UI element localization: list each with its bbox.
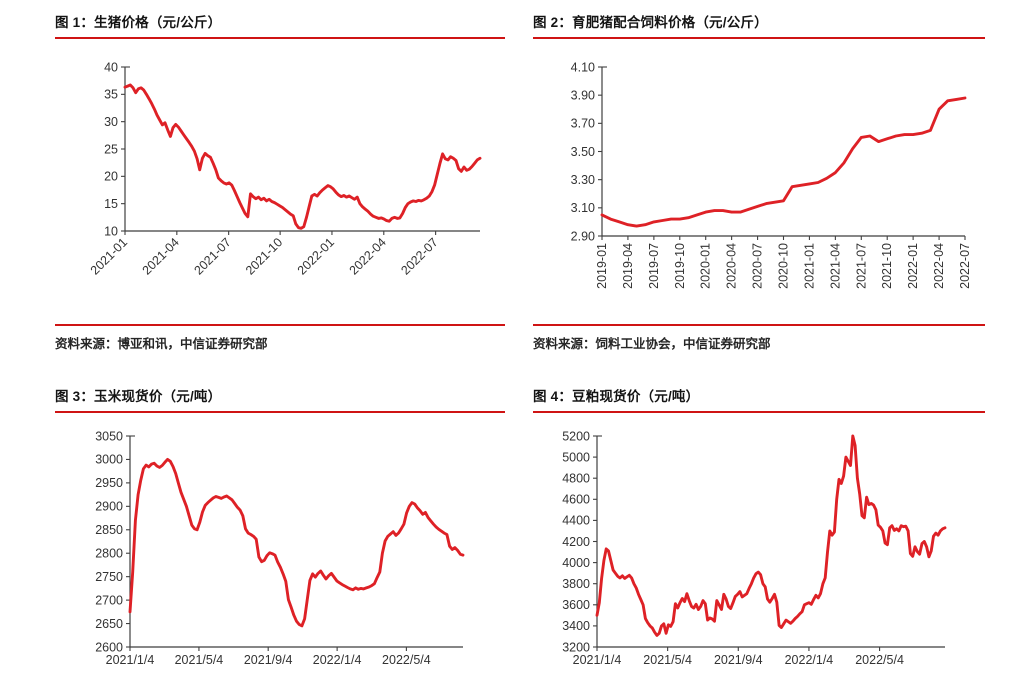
- y-tick-label: 3.90: [571, 88, 595, 102]
- x-tick-label: 2021/9/4: [714, 653, 763, 667]
- y-tick-label: 35: [104, 88, 118, 102]
- y-tick-label: 10: [104, 224, 118, 238]
- x-tick-label: 2020-04: [725, 243, 739, 289]
- x-tick-label: 2022/1/4: [785, 653, 834, 667]
- y-tick-label: 2900: [95, 500, 123, 514]
- y-tick-label: 3400: [562, 619, 590, 633]
- price-line: [128, 457, 465, 628]
- feed-price-chart: 2.90 3.10 3.30 3.50 3.70 3.90 4.10 2019-01 2019-…: [571, 60, 972, 289]
- y-tick-label: 3000: [95, 453, 123, 467]
- x-tick-label: 2020-10: [777, 243, 791, 289]
- x-tick-label: 2019-07: [647, 243, 661, 289]
- x-tick-label: 2019-04: [621, 243, 635, 289]
- x-tick-label: 2021-01: [802, 243, 816, 289]
- y-tick-label: 2750: [95, 570, 123, 584]
- x-tick-label: 2021-10: [880, 243, 894, 289]
- x-tick-label: 2021-07: [191, 235, 233, 277]
- figure-2-source: 资料来源：饲料工业协会，中信证券研究部: [533, 324, 985, 352]
- x-tick-label: 2022-07: [398, 235, 440, 277]
- y-tick-label: 3.50: [571, 145, 595, 159]
- figure-1-source: 资料来源：博亚和讯，中信证券研究部: [55, 324, 505, 352]
- figure-1-title: 图 1：生猪价格（元/公斤）: [55, 14, 505, 39]
- x-tick-label: 2019-01: [595, 243, 609, 289]
- y-tick-label: 4400: [562, 514, 590, 528]
- y-tick-label: 4800: [562, 472, 590, 486]
- y-tick-label: 3600: [562, 598, 590, 612]
- figure-3-title: 图 3：玉米现货价（元/吨）: [55, 388, 505, 413]
- corn-price-chart: 2600 2650 2700 2750 2800 2850 2900 2950 3000 3050…: [95, 429, 465, 667]
- y-tick-label: 15: [104, 197, 118, 211]
- y-tick-label: 2800: [95, 547, 123, 561]
- x-tick-label: 2021/5/4: [643, 653, 692, 667]
- x-tick-label: 2021/5/4: [175, 653, 224, 667]
- figure-2-title: 图 2：育肥猪配合饲料价格（元/公斤）: [533, 14, 985, 39]
- x-tick-label: 2019-10: [673, 243, 687, 289]
- y-tick-label: 4000: [562, 556, 590, 570]
- x-tick-label: 2022-07: [958, 243, 972, 289]
- y-tick-label: 2650: [95, 617, 123, 631]
- y-tick-label: 40: [104, 60, 118, 74]
- y-tick-label: 3.70: [571, 117, 595, 131]
- y-tick-label: 4.10: [571, 60, 595, 74]
- figure-1: 图 1：生猪价格（元/公斤） 10 15 20 25 30 35 40 2021-01 2021…: [55, 14, 505, 352]
- y-tick-label: 2700: [95, 593, 123, 607]
- x-tick-label: 2020-01: [699, 243, 713, 289]
- x-tick-label: 2022-01: [906, 243, 920, 289]
- y-tick-label: 25: [104, 142, 118, 156]
- x-tick-label: 2021-04: [140, 235, 182, 277]
- x-tick-label: 2021-04: [828, 243, 842, 289]
- x-tick-label: 2022/5/4: [382, 653, 431, 667]
- y-tick-label: 5000: [562, 450, 590, 464]
- y-tick-label: 2600: [95, 640, 123, 654]
- x-tick-label: 2020-07: [751, 243, 765, 289]
- figure-4: 图 4：豆粕现货价（元/吨） 3200 3400 3600 3800 4000 4200 4…: [533, 388, 985, 673]
- x-tick-label: 2021/1/4: [573, 653, 622, 667]
- y-tick-label: 4200: [562, 535, 590, 549]
- y-tick-label: 5200: [562, 429, 590, 443]
- x-tick-label: 2022/5/4: [855, 653, 904, 667]
- y-tick-label: 4600: [562, 493, 590, 507]
- figure-4-title: 图 4：豆粕现货价（元/吨）: [533, 388, 985, 413]
- x-tick-label: 2021-10: [243, 235, 285, 277]
- soybean-meal-price-chart: 3200 3400 3600 3800 4000 4200 4400 4600 4800 5000…: [562, 429, 947, 667]
- x-tick-label: 2021-01: [88, 235, 130, 277]
- y-tick-label: 3800: [562, 577, 590, 591]
- x-tick-label: 2022-01: [295, 235, 337, 277]
- y-tick-label: 3050: [95, 429, 123, 443]
- hog-price-chart: 10 15 20 25 30 35 40 2021-01 2021-04 2021-07 2021-…: [88, 60, 482, 278]
- x-tick-label: 2021/1/4: [106, 653, 155, 667]
- y-tick-label: 3.30: [571, 173, 595, 187]
- y-tick-label: 2.90: [571, 229, 595, 243]
- y-tick-label: 3200: [562, 640, 590, 654]
- y-tick-label: 2850: [95, 523, 123, 537]
- x-tick-label: 2022-04: [347, 235, 389, 277]
- price-line: [600, 96, 967, 228]
- y-tick-label: 30: [104, 115, 118, 129]
- price-line: [123, 83, 482, 230]
- y-tick-label: 3.10: [571, 201, 595, 215]
- figure-2: 图 2：育肥猪配合饲料价格（元/公斤） 2.90 3.10 3.30 3.50 3.70…: [533, 14, 985, 352]
- price-line: [595, 434, 947, 637]
- x-tick-label: 2022-04: [932, 243, 946, 289]
- x-tick-label: 2022/1/4: [313, 653, 362, 667]
- y-tick-label: 2950: [95, 476, 123, 490]
- x-tick-label: 2021/9/4: [244, 653, 293, 667]
- figure-3: 图 3：玉米现货价（元/吨） 2600 2650 2700 2750 2800 2850 2…: [55, 388, 505, 673]
- x-tick-label: 2021-07: [854, 243, 868, 289]
- y-tick-label: 20: [104, 170, 118, 184]
